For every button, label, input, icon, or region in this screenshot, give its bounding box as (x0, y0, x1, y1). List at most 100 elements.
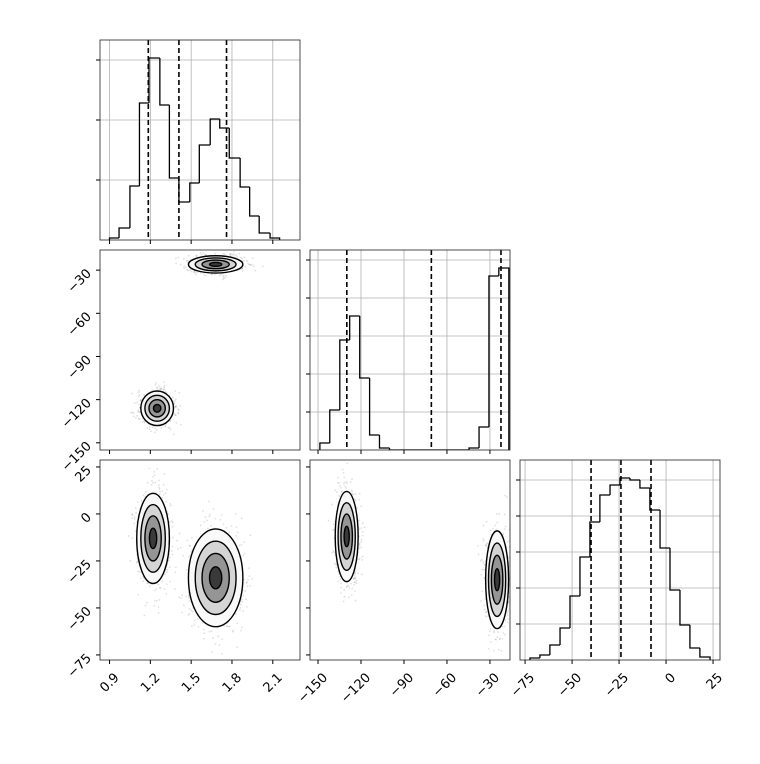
sample-point (219, 644, 221, 646)
sample-point (188, 600, 190, 602)
sample-point (249, 585, 251, 587)
sample-point (243, 541, 245, 543)
sample-point (203, 274, 205, 276)
sample-point (163, 381, 165, 383)
sample-point (483, 569, 485, 571)
sample-point (512, 578, 514, 580)
sample-point (481, 591, 483, 593)
sample-point (141, 421, 143, 423)
sample-point (135, 417, 137, 419)
sample-point (166, 583, 168, 585)
sample-point (155, 382, 157, 384)
sample-point (245, 599, 247, 601)
y-tick-label: −50 (65, 604, 95, 634)
sample-point (339, 578, 341, 580)
sample-point (244, 553, 246, 555)
sample-point (221, 514, 223, 516)
histogram-bin (320, 443, 330, 450)
sample-point (355, 499, 357, 501)
sample-point (360, 527, 362, 529)
sample-point (153, 471, 155, 473)
sample-point (348, 587, 350, 589)
sample-point (139, 418, 141, 420)
sample-point (242, 270, 244, 272)
sample-point (134, 516, 136, 518)
plot-area (130, 251, 263, 435)
sample-point (481, 574, 483, 576)
sample-point (239, 607, 241, 609)
panel (96, 40, 300, 244)
sample-point (138, 391, 140, 393)
sample-point (165, 593, 167, 595)
sample-point (171, 550, 173, 552)
sample-point (175, 566, 177, 568)
sample-point (342, 469, 344, 471)
sample-point (362, 531, 364, 533)
sample-point (183, 258, 185, 260)
sample-point (182, 555, 184, 557)
sample-point (138, 404, 140, 406)
sample-point (208, 631, 210, 633)
sample-point (140, 577, 142, 579)
sample-point (172, 553, 174, 555)
sample-point (155, 428, 157, 430)
sample-point (328, 520, 330, 522)
sample-point (169, 521, 171, 523)
sample-point (183, 604, 185, 606)
sample-point (221, 638, 223, 640)
sample-point (337, 477, 339, 479)
sample-point (361, 539, 363, 541)
sample-point (178, 392, 180, 394)
sample-point (143, 422, 145, 424)
sample-point (128, 535, 130, 537)
histogram-bin (330, 410, 340, 443)
sample-point (244, 590, 246, 592)
sample-point (150, 431, 152, 433)
sample-point (344, 596, 346, 598)
sample-point (254, 270, 256, 272)
sample-point (364, 526, 366, 528)
sample-point (231, 253, 233, 255)
sample-point (492, 528, 494, 530)
sample-point (507, 618, 509, 620)
sample-point (343, 589, 345, 591)
sample-point (233, 251, 235, 253)
sample-point (347, 585, 349, 587)
sample-point (133, 522, 135, 524)
sample-point (175, 263, 177, 265)
sample-point (156, 387, 158, 389)
sample-point (177, 548, 179, 550)
sample-point (241, 258, 243, 260)
sample-point (242, 610, 244, 612)
sample-point (247, 585, 249, 587)
sample-point (169, 503, 171, 505)
sample-point (237, 532, 239, 534)
sample-point (180, 597, 182, 599)
sample-point (360, 541, 362, 543)
sample-point (181, 594, 183, 596)
sample-point (143, 615, 145, 617)
sample-point (137, 594, 139, 596)
sample-point (197, 618, 199, 620)
sample-point (188, 608, 190, 610)
sample-point (175, 414, 177, 416)
sample-point (358, 499, 360, 501)
sample-point (359, 557, 361, 559)
sample-point (189, 544, 191, 546)
sample-point (158, 612, 160, 614)
sample-point (236, 526, 238, 528)
sample-point (169, 556, 171, 558)
sample-point (149, 428, 151, 430)
sample-point (351, 588, 353, 590)
sample-point (333, 529, 335, 531)
sample-point (215, 518, 217, 520)
sample-point (206, 519, 208, 521)
sample-point (212, 637, 214, 639)
sample-point (185, 595, 187, 597)
sample-point (356, 507, 358, 509)
x-tick-label: 1.2 (138, 670, 163, 695)
sample-point (335, 567, 337, 569)
sample-point (164, 389, 166, 391)
plot-area (100, 40, 300, 240)
sample-point (203, 638, 205, 640)
